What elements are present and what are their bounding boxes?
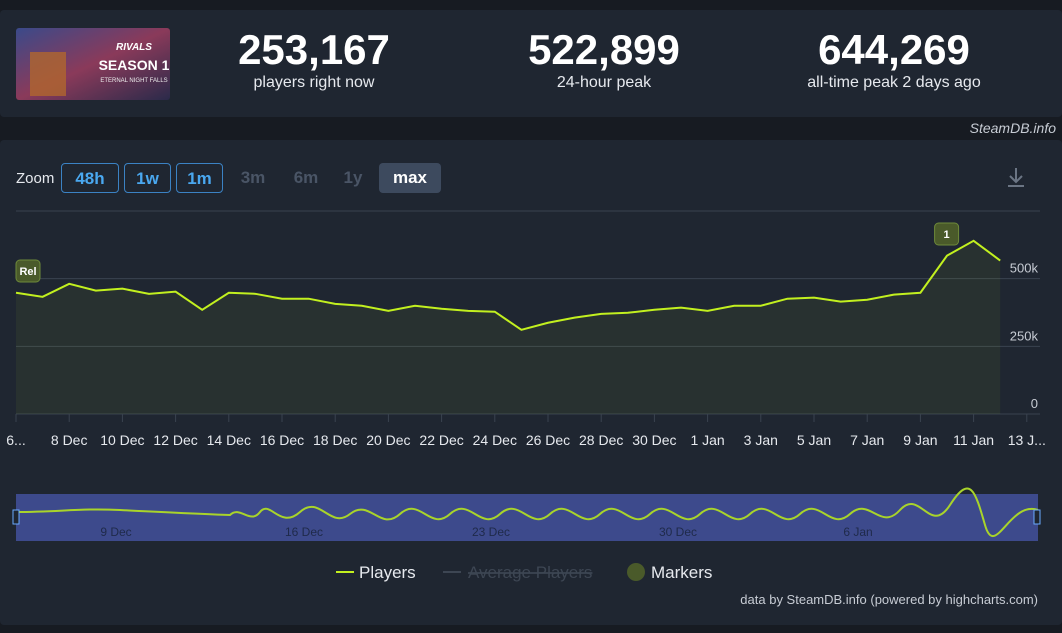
navigator-label: 9 Dec — [100, 525, 131, 539]
y-tick-label: 0 — [1031, 396, 1038, 411]
x-tick-label: 30 Dec — [632, 432, 677, 448]
stat-label: players right now — [253, 74, 375, 91]
stat-value: 644,269 — [818, 26, 970, 73]
footer: data by SteamDB.info (powered by highcha… — [740, 592, 1038, 607]
stat-label: 24-hour peak — [556, 74, 652, 91]
zoom-button[interactable]: 1m — [176, 163, 223, 193]
navigator-handle[interactable] — [12, 509, 20, 525]
stat: 253,167 players right now — [164, 26, 464, 92]
x-tick-label: 12 Dec — [153, 432, 198, 448]
marker-label: Rel — [19, 266, 36, 278]
x-tick-label: 24 Dec — [472, 432, 517, 448]
legend-label: Average Players — [468, 563, 592, 582]
x-tick-label: 28 Dec — [579, 432, 624, 448]
x-tick-label: 9 Jan — [903, 432, 938, 448]
zoom-button: 3m — [240, 168, 266, 187]
stats-panel — [0, 10, 1062, 117]
navigator-bg — [16, 494, 1038, 541]
x-tick-label: 16 Dec — [259, 432, 305, 448]
legend-label: Markers — [651, 563, 712, 582]
navigator-label: 16 Dec — [285, 525, 323, 539]
y-tick-label: 250k — [1010, 328, 1039, 343]
marker-flag — [934, 222, 960, 246]
navigator-label: 23 Dec — [472, 525, 510, 539]
area — [16, 240, 1001, 414]
legend: Players Average Players Markers — [336, 563, 712, 582]
stat: 644,269 all-time peak 2 days ago — [744, 26, 1044, 92]
zoom-button: 6m — [293, 168, 319, 187]
x-tick-label: 26 Dec — [525, 432, 571, 448]
navigator-label: 30 Dec — [659, 525, 697, 539]
zoom-button[interactable]: 48h — [61, 163, 119, 193]
x-tick-label: 8 Dec — [50, 432, 88, 448]
x-tick-label: 3 Jan — [743, 432, 778, 448]
x-tick-label: 7 Jan — [850, 432, 885, 448]
marker-label: 1 — [944, 229, 950, 241]
zoom-label: Zoom — [16, 170, 55, 187]
credit: SteamDB.info — [969, 120, 1056, 136]
x-tick-label: 13 J... — [1007, 432, 1046, 448]
navigator-line — [15, 487, 1039, 538]
marker-flag — [15, 259, 41, 283]
zoom-button[interactable]: max — [379, 163, 441, 193]
line — [15, 239, 1001, 331]
x-tick-label: 11 Jan — [953, 432, 995, 448]
zoom-button: 1y — [343, 168, 363, 187]
x-tick-label: 5 Jan — [796, 432, 832, 448]
chart-panel — [0, 140, 1062, 625]
x-tick-label: 20 Dec — [366, 432, 411, 448]
stat: 522,899 24-hour peak — [454, 26, 754, 92]
x-tick-label: 10 Dec — [100, 432, 145, 448]
thumb-season: SEASON 1 — [99, 57, 170, 73]
chart: 0 250k 500k Rel 1 9 Dec 16 Dec 23 Dec 30 Dec 6 Ja… — [12, 168, 1041, 582]
legend-swatch — [627, 563, 645, 581]
x-tick-label: 1 Jan — [690, 432, 725, 448]
x-tick-label: 14 Dec — [206, 432, 251, 448]
legend-label: Players — [359, 563, 416, 582]
thumb-brand: RIVALS — [116, 42, 152, 53]
x-tick-label: 6... — [6, 432, 26, 448]
stat-label: all-time peak 2 days ago — [807, 74, 981, 91]
thumbnail: RIVALS SEASON 1 ETERNAL NIGHT FALLS — [16, 28, 170, 100]
x-tick-label: 18 Dec — [313, 432, 358, 448]
stat-value: 253,167 — [238, 26, 390, 73]
zoom-button[interactable]: 1w — [124, 163, 171, 193]
thumb-subtitle: ETERNAL NIGHT FALLS — [100, 78, 167, 84]
navigator-handle[interactable] — [1033, 509, 1041, 525]
y-tick-label: 500k — [1010, 261, 1039, 276]
x-tick-label: 22 Dec — [419, 432, 464, 448]
download-icon[interactable] — [1008, 168, 1024, 187]
stat-value: 522,899 — [528, 26, 680, 73]
navigator-label: 6 Jan — [843, 525, 872, 539]
